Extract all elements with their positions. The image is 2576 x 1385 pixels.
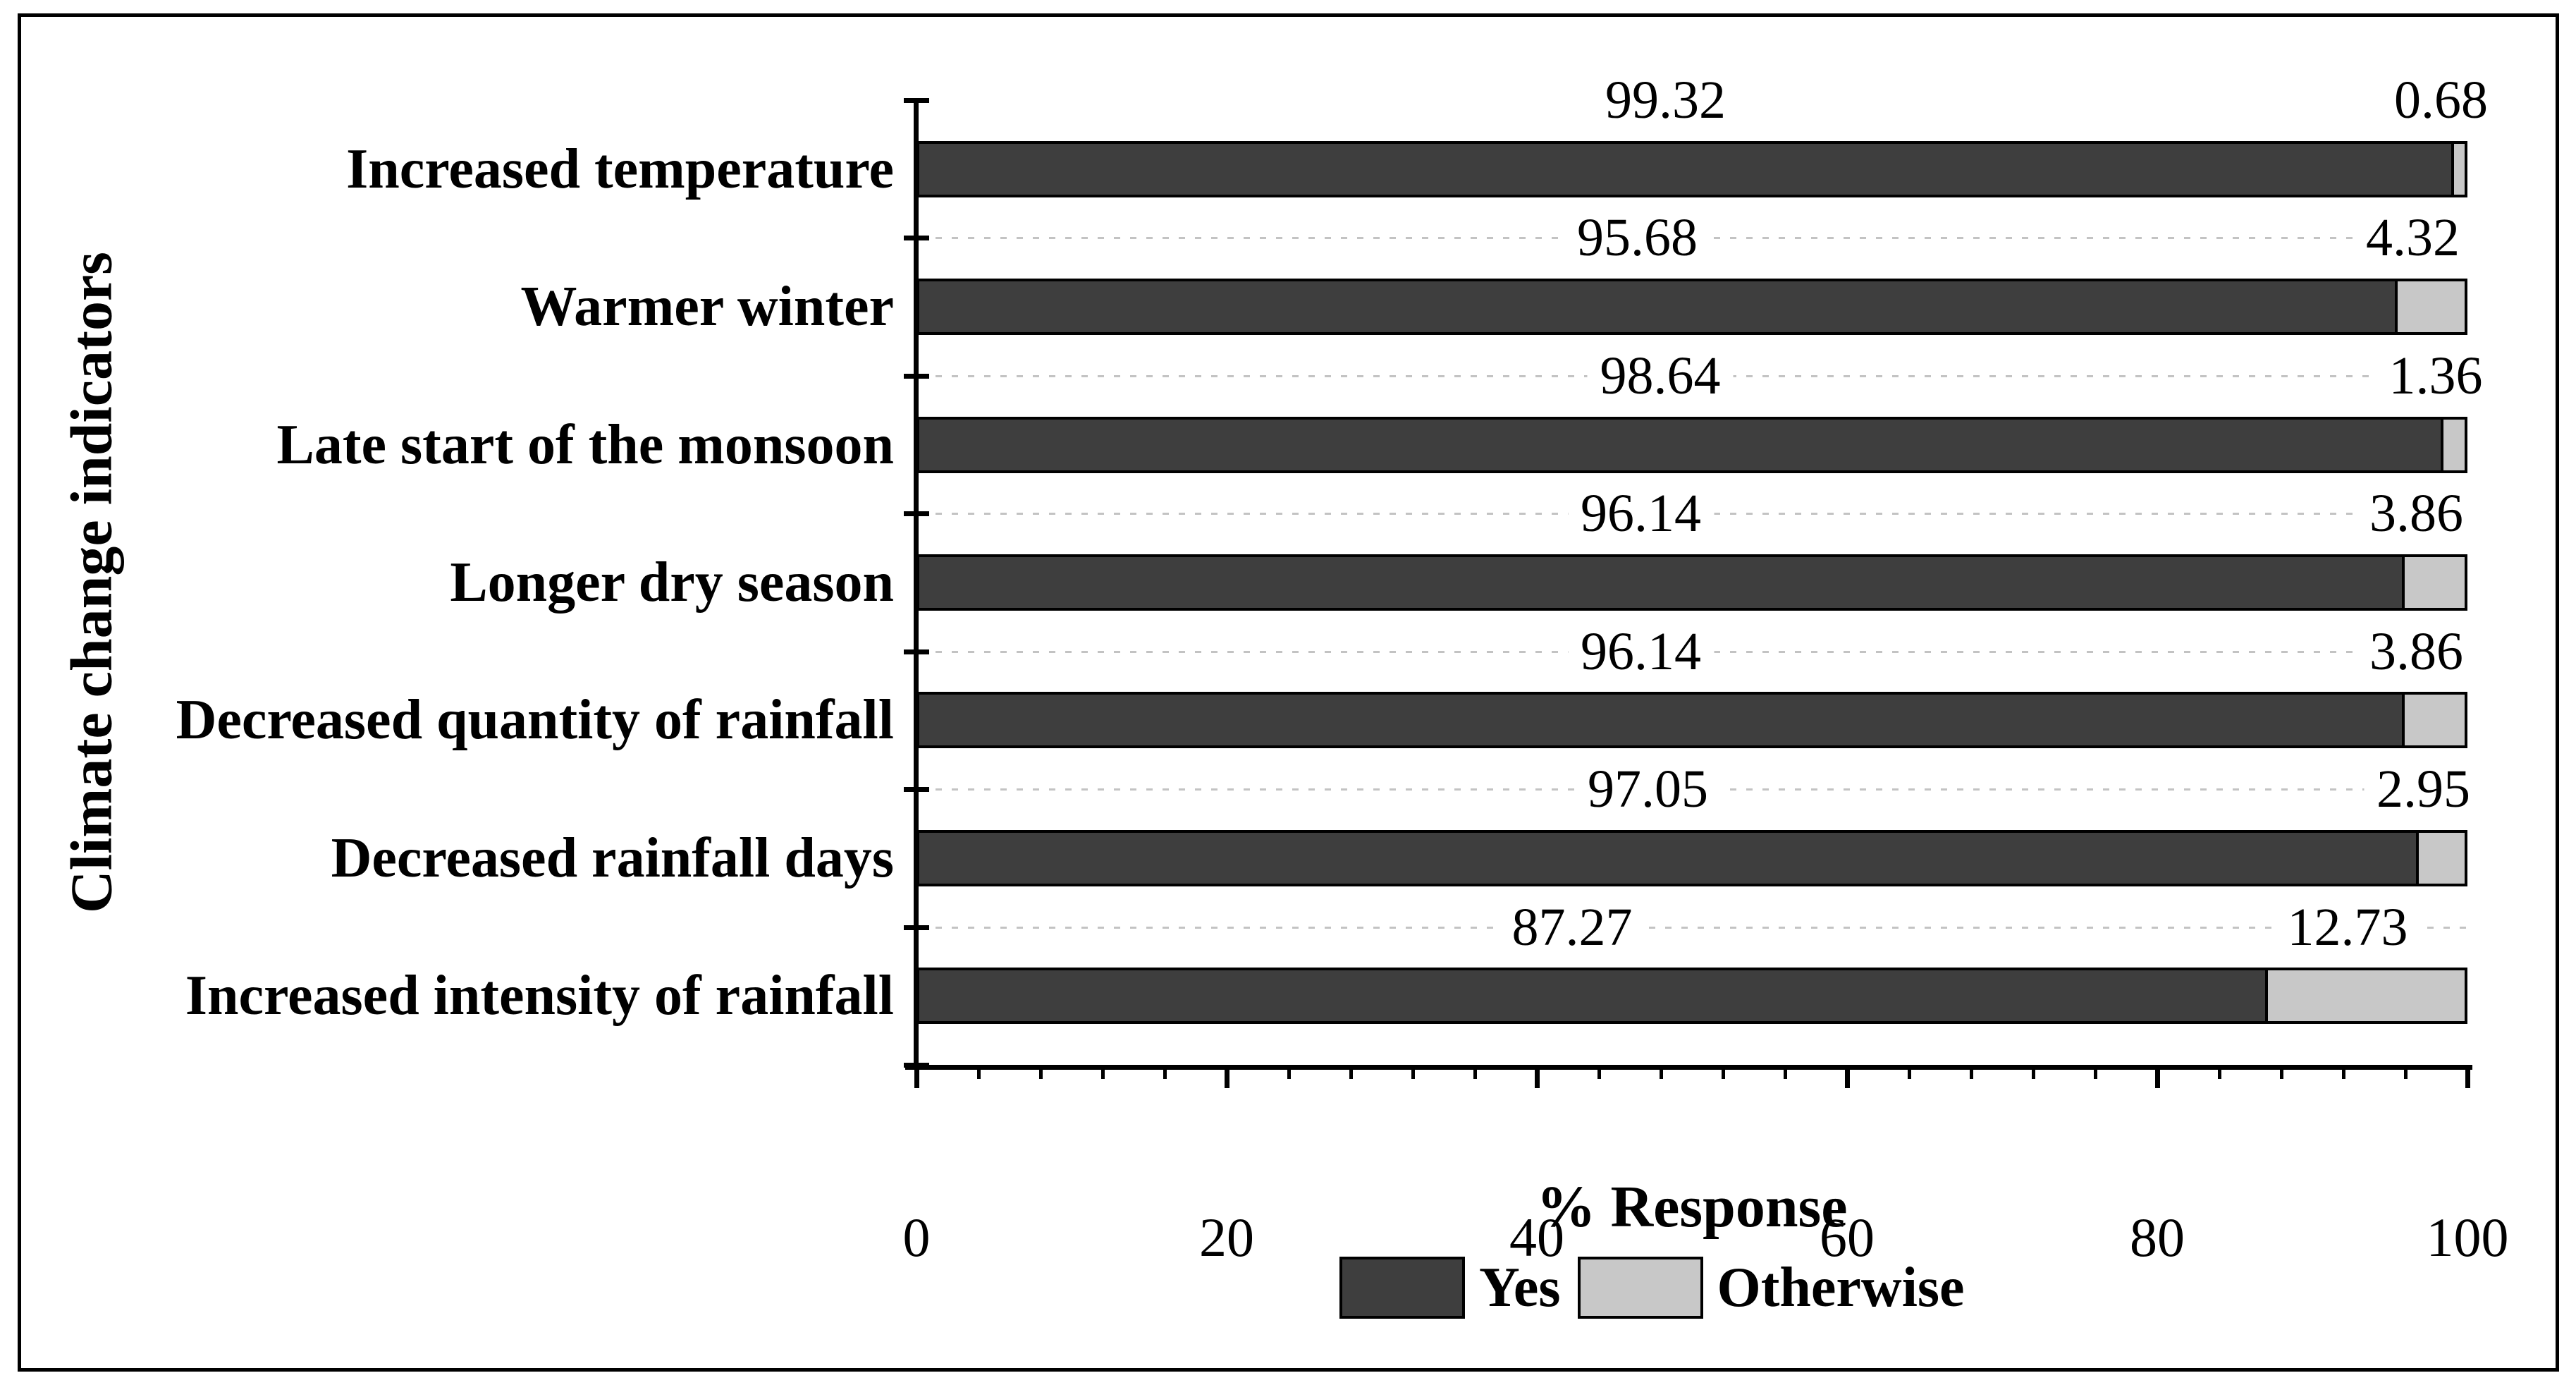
value-label-otherwise: 12.73: [2274, 893, 2421, 961]
legend-swatch-yes: [1339, 1257, 1465, 1319]
bar-row: [916, 416, 2467, 473]
x-minor-tick: [1722, 1065, 1725, 1079]
x-tick: [2465, 1065, 2470, 1088]
category-label: Warmer winter: [520, 276, 894, 338]
category-label: Late start of the monsoon: [276, 413, 894, 476]
gridline: [919, 926, 2467, 929]
x-minor-tick: [1101, 1065, 1105, 1079]
x-minor-tick: [1660, 1065, 1663, 1079]
x-minor-tick: [1411, 1065, 1415, 1079]
x-minor-tick: [1970, 1065, 1973, 1079]
category-label: Increased temperature: [346, 138, 894, 200]
bar-otherwise-segment: [2443, 419, 2465, 470]
value-label-otherwise: 3.86: [2357, 480, 2477, 548]
value-label-otherwise: 4.32: [2353, 204, 2472, 272]
x-minor-tick: [1163, 1065, 1167, 1079]
x-axis-line: [905, 1065, 2472, 1070]
x-minor-tick: [2218, 1065, 2221, 1079]
y-tick: [904, 649, 929, 654]
bar-row: [916, 968, 2467, 1025]
category-label: Increased intensity of rainfall: [185, 965, 894, 1027]
x-minor-tick: [977, 1065, 981, 1079]
value-label-otherwise: 1.36: [2376, 341, 2496, 410]
value-label-yes: 96.14: [1568, 617, 1715, 685]
x-tick-label: 100: [2426, 1207, 2509, 1268]
bar-yes-segment: [919, 281, 2398, 333]
y-tick: [904, 236, 929, 241]
bar-otherwise-segment: [2454, 143, 2465, 195]
y-tick: [904, 511, 929, 517]
x-tick: [1845, 1065, 1850, 1088]
x-tick-label: 80: [2130, 1207, 2185, 1268]
bar-row: [916, 554, 2467, 611]
bar-yes-segment: [919, 695, 2405, 746]
bar-row: [916, 140, 2467, 197]
plot-area: 99.32 0.68 95.68 4.32 98.64 1.36 96.14 3.86 96.1…: [903, 66, 2509, 1268]
value-label-otherwise: 3.86: [2357, 617, 2477, 685]
x-tick-label: 0: [902, 1207, 931, 1268]
value-label-yes: 98.64: [1587, 341, 1734, 410]
value-label-otherwise: 0.68: [2381, 66, 2501, 134]
value-label-yes: 96.14: [1568, 480, 1715, 548]
bar-yes-segment: [919, 557, 2405, 608]
bar-otherwise-segment: [2405, 695, 2465, 746]
x-minor-tick: [2280, 1065, 2283, 1079]
bar-otherwise-segment: [2405, 557, 2465, 608]
value-label-yes: 95.68: [1564, 204, 1710, 272]
category-label: Decreased quantity of rainfall: [176, 689, 894, 752]
bar-yes-segment: [919, 419, 2444, 470]
category-label: Longer dry season: [450, 551, 894, 614]
x-tick: [1225, 1065, 1229, 1088]
y-axis-line: [914, 100, 919, 1070]
bar-row: [916, 829, 2467, 886]
legend-label-otherwise: Otherwise: [1717, 1257, 1965, 1319]
legend-label-yes: Yes: [1479, 1257, 1561, 1319]
x-minor-tick: [1784, 1065, 1787, 1079]
x-tick-label: 20: [1199, 1207, 1254, 1268]
x-tick: [914, 1065, 919, 1088]
x-minor-tick: [1287, 1065, 1291, 1079]
x-minor-tick: [1349, 1065, 1353, 1079]
bar-otherwise-segment: [2398, 281, 2465, 333]
legend-swatch-otherwise: [1577, 1257, 1703, 1319]
x-minor-tick: [2094, 1065, 2097, 1079]
value-label-otherwise: 2.95: [2364, 755, 2484, 824]
x-minor-tick: [2342, 1065, 2345, 1079]
value-label-yes: 97.05: [1575, 755, 1722, 824]
bar-row: [916, 279, 2467, 336]
bar-otherwise-segment: [2419, 832, 2465, 884]
bar-yes-segment: [919, 832, 2419, 884]
x-minor-tick: [2032, 1065, 2035, 1079]
bar-yes-segment: [919, 143, 2455, 195]
y-tick: [904, 98, 929, 103]
x-tick: [1535, 1065, 1540, 1088]
x-axis-title: % Response: [1536, 1174, 1848, 1240]
x-tick: [2155, 1065, 2160, 1088]
x-minor-tick: [2404, 1065, 2408, 1079]
y-tick: [904, 925, 929, 930]
y-tick: [904, 787, 929, 793]
bar-otherwise-segment: [2267, 970, 2465, 1022]
bar-row: [916, 692, 2467, 749]
x-tick-label: 40: [1509, 1207, 1564, 1268]
value-label-yes: 99.32: [1593, 66, 1739, 134]
value-label-yes: 87.27: [1499, 893, 1645, 961]
x-minor-tick: [1473, 1065, 1477, 1079]
y-tick: [904, 373, 929, 379]
bar-yes-segment: [919, 970, 2268, 1022]
x-minor-tick: [1597, 1065, 1601, 1079]
category-label: Decreased rainfall days: [331, 826, 894, 889]
legend: Yes Otherwise: [1339, 1257, 1965, 1319]
x-minor-tick: [1908, 1065, 1911, 1079]
x-minor-tick: [1039, 1065, 1043, 1079]
x-tick-label: 60: [1820, 1207, 1875, 1268]
